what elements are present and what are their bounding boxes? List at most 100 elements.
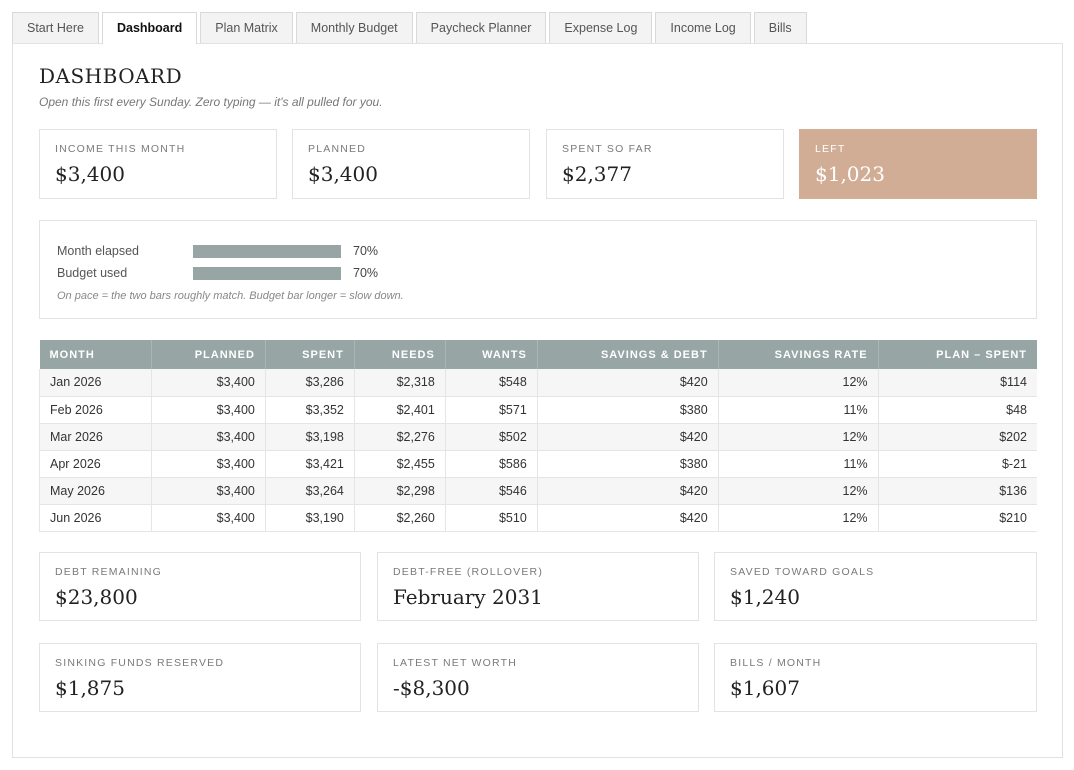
table-cell[interactable]: $420 bbox=[537, 423, 719, 451]
column-header[interactable]: PLANNED bbox=[151, 340, 266, 369]
tab-start-here[interactable]: Start Here bbox=[12, 12, 99, 43]
table-cell[interactable]: 12% bbox=[718, 477, 879, 505]
card-label: LATEST NET WORTH bbox=[393, 657, 518, 669]
table-cell[interactable]: $3,264 bbox=[265, 477, 355, 505]
tab-paycheck-planner[interactable]: Paycheck Planner bbox=[415, 12, 547, 43]
income-this-month-card: INCOME THIS MONTH $3,400 bbox=[39, 129, 277, 199]
table-cell[interactable]: Mar 2026 bbox=[39, 423, 152, 451]
table-cell[interactable]: $2,318 bbox=[354, 369, 446, 397]
bills-per-month-card: BILLS / MONTH $1,607 bbox=[714, 643, 1037, 712]
table-cell[interactable]: $420 bbox=[537, 504, 719, 532]
card-value: -$8,300 bbox=[393, 676, 470, 700]
table-row: Jan 2026 $3,400 $3,286 $2,318 $548 $420 … bbox=[39, 369, 1037, 397]
card-label: SPENT SO FAR bbox=[562, 143, 653, 155]
debt-remaining-card: DEBT REMAINING $23,800 bbox=[39, 552, 361, 621]
table-cell[interactable]: $2,455 bbox=[354, 450, 446, 478]
table-cell[interactable]: $2,276 bbox=[354, 423, 446, 451]
table-cell[interactable]: $48 bbox=[878, 396, 1037, 424]
table-header-row: MONTH PLANNED SPENT NEEDS WANTS SAVINGS … bbox=[39, 340, 1037, 369]
table-cell[interactable]: $3,400 bbox=[151, 396, 266, 424]
table-row: Mar 2026 $3,400 $3,198 $2,276 $502 $420 … bbox=[39, 423, 1037, 451]
tab-income-log[interactable]: Income Log bbox=[655, 12, 751, 43]
net-worth-card: LATEST NET WORTH -$8,300 bbox=[377, 643, 699, 712]
budget-used-bar bbox=[193, 267, 405, 280]
table-cell[interactable]: $3,400 bbox=[151, 477, 266, 505]
table-cell[interactable]: $571 bbox=[445, 396, 538, 424]
card-label: INCOME THIS MONTH bbox=[55, 143, 186, 155]
tab-bills[interactable]: Bills bbox=[753, 12, 807, 43]
table-cell[interactable]: $3,400 bbox=[151, 369, 266, 397]
column-header[interactable]: PLAN – SPENT bbox=[878, 340, 1037, 369]
table-cell[interactable]: $2,401 bbox=[354, 396, 446, 424]
table-cell[interactable]: 11% bbox=[718, 396, 879, 424]
table-row: May 2026 $3,400 $3,264 $2,298 $546 $420 … bbox=[39, 477, 1037, 505]
table-cell[interactable]: Feb 2026 bbox=[39, 396, 152, 424]
card-value: $2,377 bbox=[562, 162, 632, 186]
table-row: Apr 2026 $3,400 $3,421 $2,455 $586 $380 … bbox=[39, 450, 1037, 478]
table-cell[interactable]: $2,298 bbox=[354, 477, 446, 505]
table-cell[interactable]: Apr 2026 bbox=[39, 450, 152, 478]
table-cell[interactable]: $380 bbox=[537, 396, 719, 424]
table-cell[interactable]: $502 bbox=[445, 423, 538, 451]
card-label: BILLS / MONTH bbox=[730, 657, 822, 669]
card-value: $1,023 bbox=[815, 162, 885, 186]
table-cell[interactable]: 11% bbox=[718, 450, 879, 478]
card-label: SINKING FUNDS RESERVED bbox=[55, 657, 225, 669]
table-cell[interactable]: $546 bbox=[445, 477, 538, 505]
table-cell[interactable]: $3,421 bbox=[265, 450, 355, 478]
table-cell[interactable]: $420 bbox=[537, 369, 719, 397]
card-label: LEFT bbox=[815, 143, 846, 155]
table-cell[interactable]: $3,400 bbox=[151, 423, 266, 451]
tab-monthly-budget[interactable]: Monthly Budget bbox=[295, 12, 413, 43]
card-label: SAVED TOWARD GOALS bbox=[730, 566, 875, 578]
card-value: $23,800 bbox=[55, 585, 138, 609]
spent-so-far-card: SPENT SO FAR $2,377 bbox=[546, 129, 784, 199]
table-cell[interactable]: $3,190 bbox=[265, 504, 355, 532]
column-header[interactable]: SAVINGS RATE bbox=[718, 340, 879, 369]
column-header[interactable]: MONTH bbox=[39, 340, 152, 369]
table-cell[interactable]: Jun 2026 bbox=[39, 504, 152, 532]
table-cell[interactable]: $210 bbox=[878, 504, 1037, 532]
table-cell[interactable]: Jan 2026 bbox=[39, 369, 152, 397]
card-label: DEBT REMAINING bbox=[55, 566, 163, 578]
table-cell[interactable]: $-21 bbox=[878, 450, 1037, 478]
debt-free-card: DEBT-FREE (ROLLOVER) February 2031 bbox=[377, 552, 699, 621]
table-cell[interactable]: 12% bbox=[718, 369, 879, 397]
table-cell[interactable]: 12% bbox=[718, 504, 879, 532]
table-row: Jun 2026 $3,400 $3,190 $2,260 $510 $420 … bbox=[39, 504, 1037, 532]
tab-plan-matrix[interactable]: Plan Matrix bbox=[200, 12, 293, 43]
table-cell[interactable]: $136 bbox=[878, 477, 1037, 505]
table-cell[interactable]: $586 bbox=[445, 450, 538, 478]
table-cell[interactable]: 12% bbox=[718, 423, 879, 451]
column-header[interactable]: NEEDS bbox=[354, 340, 446, 369]
table-cell[interactable]: $202 bbox=[878, 423, 1037, 451]
table-cell[interactable]: $420 bbox=[537, 477, 719, 505]
table-cell[interactable]: $3,400 bbox=[151, 450, 266, 478]
pace-panel: Month elapsed 70% Budget used 70% On pac… bbox=[39, 220, 1037, 319]
table-cell[interactable]: $380 bbox=[537, 450, 719, 478]
table-cell[interactable]: $3,198 bbox=[265, 423, 355, 451]
tab-dashboard[interactable]: Dashboard bbox=[101, 12, 198, 44]
table-cell[interactable]: $510 bbox=[445, 504, 538, 532]
pace-label: Budget used bbox=[57, 266, 128, 280]
column-header[interactable]: WANTS bbox=[445, 340, 538, 369]
dashboard-panel: DASHBOARD Open this first every Sunday. … bbox=[12, 43, 1063, 758]
left-card: LEFT $1,023 bbox=[799, 129, 1037, 199]
card-value: $1,875 bbox=[55, 676, 125, 700]
column-header[interactable]: SAVINGS & DEBT bbox=[537, 340, 719, 369]
table-cell[interactable]: $3,352 bbox=[265, 396, 355, 424]
tab-expense-log[interactable]: Expense Log bbox=[549, 12, 653, 43]
table-cell[interactable]: $548 bbox=[445, 369, 538, 397]
table-cell[interactable]: May 2026 bbox=[39, 477, 152, 505]
sinking-funds-card: SINKING FUNDS RESERVED $1,875 bbox=[39, 643, 361, 712]
pace-percent: 70% bbox=[353, 244, 379, 258]
table-cell[interactable]: $3,286 bbox=[265, 369, 355, 397]
table-cell[interactable]: $3,400 bbox=[151, 504, 266, 532]
table-row: Feb 2026 $3,400 $3,352 $2,401 $571 $380 … bbox=[39, 396, 1037, 424]
card-label: PLANNED bbox=[308, 143, 366, 155]
card-value: $1,240 bbox=[730, 585, 800, 609]
table-cell[interactable]: $114 bbox=[878, 369, 1037, 397]
column-header[interactable]: SPENT bbox=[265, 340, 355, 369]
card-value: $3,400 bbox=[55, 162, 125, 186]
table-cell[interactable]: $2,260 bbox=[354, 504, 446, 532]
